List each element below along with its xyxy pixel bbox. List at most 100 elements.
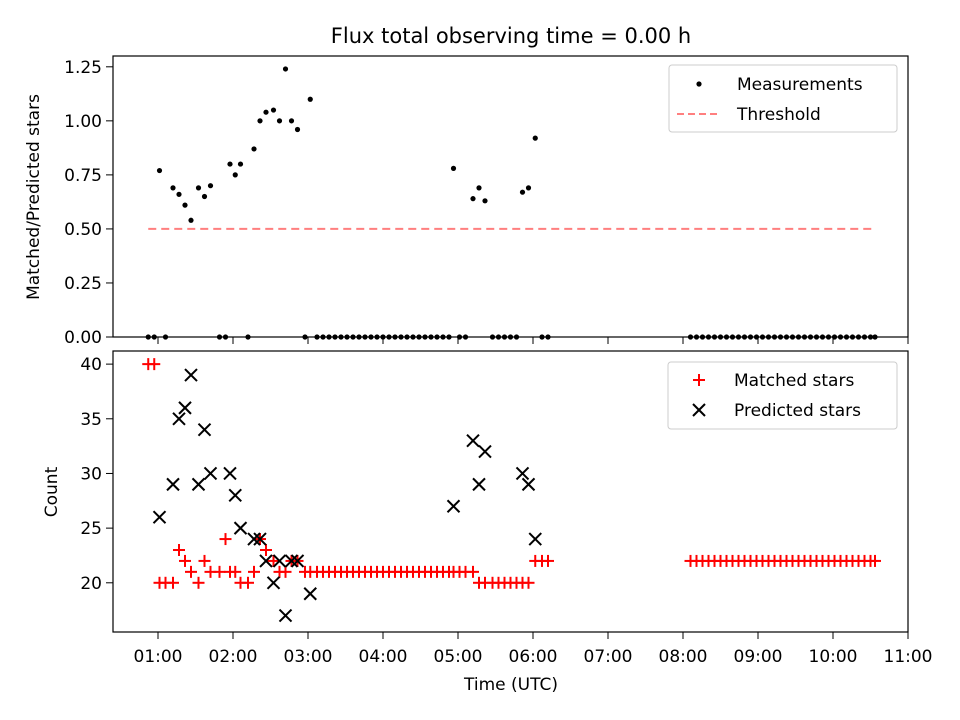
count-y-axis: 20 25 30 35 40 [80,355,113,594]
chart-title: Flux total observing time = 0.00 h [331,24,691,48]
matched-star-point [213,565,226,578]
predicted-star-point-b [515,466,530,481]
measurement-point [270,107,277,113]
measurement-point [307,96,313,102]
ratio-y-axis: 0.00 0.25 0.50 0.75 1.00 1.25 [64,58,113,348]
predicted-star-point-b [478,444,492,459]
measurement-point [176,191,182,197]
ratio-y-tick-label: 1.25 [64,58,102,78]
matched-star-point [173,543,185,556]
count-x-tick-label: 10:00 [809,647,858,667]
predicted-star-point [178,401,192,415]
predicted-star-point-b [272,554,287,568]
measurement-point [251,146,257,152]
matched-star-point [248,565,260,578]
predicted-star-point [472,477,486,492]
measurement-point [182,202,188,208]
ratio-legend-box [668,64,898,133]
matched-star-point [279,565,292,578]
legend-threshold-label: Threshold [736,105,821,125]
measurement-point [532,135,538,141]
predicted-star-point [197,423,212,437]
matched-star-point [148,358,161,371]
ratio-panel: Flux total observing time = 0.00 h 0.000… [24,24,909,348]
predicted-star-point-b [466,433,480,448]
measurement-point [519,189,526,195]
predicted-star-point [446,499,461,513]
count-panel: 20 25 30 35 40 01:00 02:00 03:00 04:00 05:00 06:0… [42,350,933,695]
count-y-tick-label: 35 [80,410,102,430]
legend-matched-marker [693,374,705,386]
count-x-tick-label: 08:00 [659,647,708,667]
ratio-y-axis-label: Matched/Predicted stars [24,94,44,300]
predicted-star-point-b [228,488,242,503]
count-x-tick-label: 01:00 [134,647,183,667]
predicted-star-point-b [223,466,237,481]
predicted-star-point [203,466,218,481]
measurement-point [170,185,176,191]
measurement-point [288,118,295,124]
matched-star-point [198,554,211,567]
predicted-star-point-b [178,401,192,415]
measurement-point [282,66,289,72]
predicted-star-point-b [253,532,267,546]
predicted-star-point [166,477,180,492]
predicted-star-point [228,488,242,503]
count-y-tick-label: 40 [80,355,102,375]
legend-measurements-label: Measurements [737,75,863,95]
count-x-tick-label: 02:00 [209,647,258,667]
predicted-star-point-b [472,477,486,492]
predicted-star-point [223,466,237,481]
predicted-star-point-b [197,423,212,437]
matched-star-point [260,543,272,556]
count-x-tick-label: 07:00 [584,647,633,667]
legend-predicted-label: Predicted stars [734,401,861,421]
predicted-star-point-b [521,477,536,492]
matched-star-point [267,554,280,567]
measurement-point [237,161,244,167]
predicted-star-point [466,433,480,448]
ratio-y-tick-label: 0.50 [64,220,102,240]
matched-star-point [219,533,232,546]
matched-star-point [179,554,191,567]
count-x-tick-label: 09:00 [734,647,783,667]
measurement-point [276,118,283,124]
count-x-tick-label: 03:00 [284,647,333,667]
measurement-point [470,196,476,202]
count-x-tick-label: 11:00 [884,647,933,667]
predicted-star-point [266,576,281,590]
predicted-star-point [515,466,530,481]
ratio-legend: Measurements Threshold [668,64,898,133]
measurement-point [263,109,269,115]
predicted-star-point [259,554,273,568]
predicted-star-point [191,477,206,492]
predicted-star-point [478,444,492,459]
predicted-star-point [290,554,305,568]
measurement-point [294,126,301,133]
count-x-axis: 01:00 02:00 03:00 04:00 05:00 06:00 07:00 08:00… [134,632,933,667]
predicted-star-point-b [166,477,180,492]
count-plot-frame [112,350,909,633]
ratio-y-tick-label: 0.25 [64,274,102,294]
predicted-star-point-b [184,368,198,382]
measurement-point [195,185,202,191]
predicted-star-point [284,554,299,568]
ratio-x-ticks [157,337,909,344]
ratio-y-tick-label: 0.75 [64,166,102,186]
measurement-point [525,185,532,191]
ratio-y-tick-label: 0.00 [64,328,102,348]
legend-measurements-marker [696,81,702,87]
matched-star-point [522,576,535,589]
measurement-point [482,198,488,204]
predicted-star-point-b [191,477,206,492]
predicted-star-point-b [290,554,305,568]
count-legend-box [667,361,898,430]
predicted-star-point [247,532,261,546]
count-plot-marks [142,358,881,623]
matched-star-point [229,565,242,578]
predicted-star-point-b [259,554,273,568]
predicted-star-point [184,368,198,382]
ratio-y-tick-label: 1.00 [64,112,102,132]
predicted-star-point [303,587,317,601]
